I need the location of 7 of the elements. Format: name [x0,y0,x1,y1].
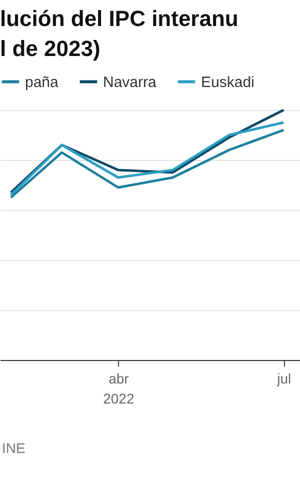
legend-label: Navarra [103,74,158,91]
legend-label: Euskadi [201,74,254,91]
x-tick-label: jul [276,370,292,386]
x-tick-label: abr 2022 [103,370,134,406]
chart-title: lución del IPC interanu l de 2023) [0,6,238,61]
text: INE [1,439,26,456]
legend-label: paña [25,74,60,91]
